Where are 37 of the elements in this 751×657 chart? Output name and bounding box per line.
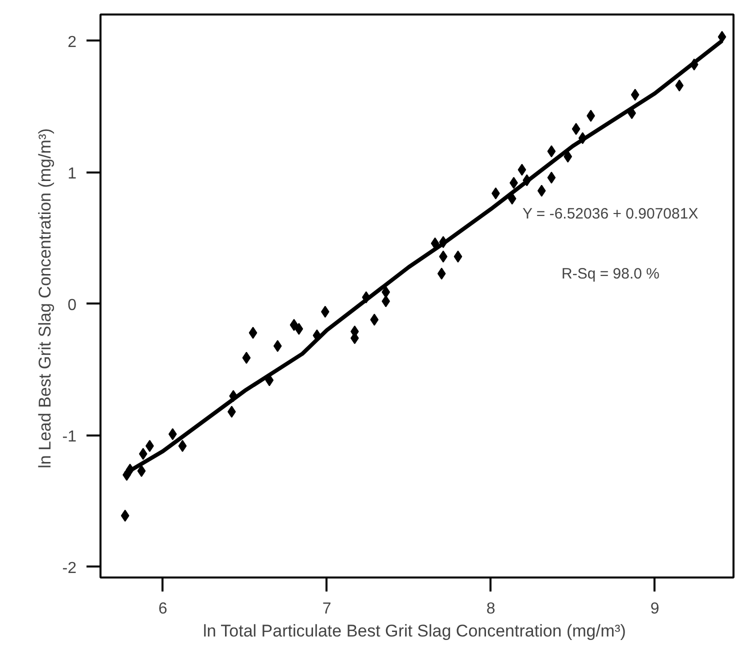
point (547, 145, 556, 158)
annotation: Y = -6.52036 + 0.907081X (522, 206, 698, 222)
x-tick-label: 6 (158, 600, 168, 618)
point (537, 184, 546, 197)
y-tick-label: 2 (68, 34, 77, 51)
y-tick-label: 1 (68, 165, 77, 182)
point (572, 122, 580, 135)
point (564, 150, 572, 163)
y-axis-title: ln Lead Best Grit Slag Concentration (mg/m³) (35, 128, 54, 468)
point (242, 352, 251, 364)
x-axis-title: ln Total Particulate Best Grit Slag Concentration (mg/m³) (203, 622, 626, 640)
y-tick-label: -2 (62, 560, 77, 577)
point (137, 464, 146, 477)
point (168, 428, 177, 440)
point (370, 314, 379, 326)
annotation: R-Sq = 98.0 % (562, 266, 660, 282)
point (382, 286, 390, 298)
x-tick-label: 8 (486, 600, 496, 618)
point (294, 322, 304, 335)
point (290, 318, 298, 331)
point (382, 295, 390, 308)
point (178, 440, 187, 452)
y-tick-label: -1 (62, 428, 77, 446)
point (675, 80, 684, 92)
point (138, 448, 148, 460)
x-tick-label: 9 (650, 600, 660, 618)
point (518, 164, 526, 176)
x-tick-label: 7 (322, 600, 332, 618)
y-tick-label: 0 (68, 296, 77, 314)
point (630, 88, 640, 101)
point (248, 326, 258, 339)
point (120, 510, 130, 522)
point (454, 250, 462, 263)
point (273, 340, 282, 352)
point (718, 30, 726, 43)
point (547, 172, 556, 184)
point (437, 268, 446, 280)
